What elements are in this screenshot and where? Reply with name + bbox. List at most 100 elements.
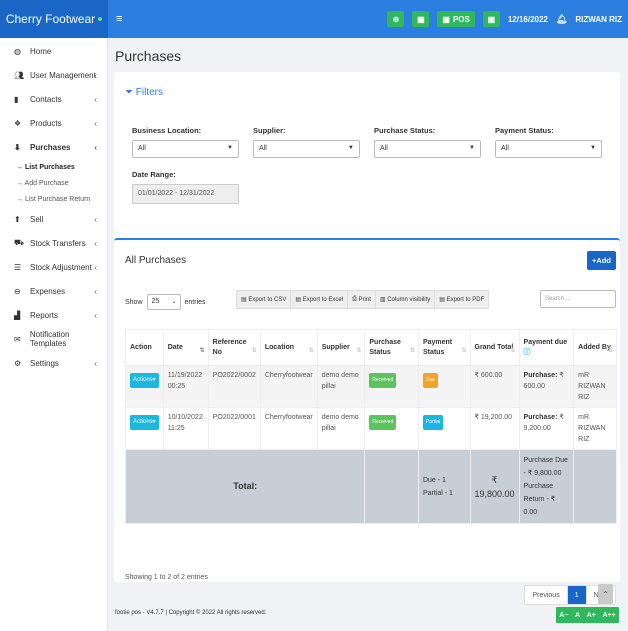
font-reset-button[interactable]: A (575, 611, 581, 619)
sidebar-item-sell[interactable]: ⬆︎ Sell ‹ (0, 207, 107, 231)
entries-length: Show 25 ⌄ entries (125, 294, 206, 310)
sidebar-subitem-add-purchase[interactable]: → Add Purchase (16, 179, 69, 187)
user-menu[interactable]: RIZWAN RIZ (575, 14, 622, 24)
sidebar-item-label: User Management (30, 70, 96, 80)
status-badge: Received (369, 373, 397, 388)
purchase-status-label: Purchase Status: (374, 126, 436, 135)
date-cell: 11/19/2022 00:25 (162, 365, 209, 408)
sidebar-item-products[interactable]: ❖ Products ‹ (0, 111, 107, 135)
column-header-added-by[interactable]: Added By ⇅ (573, 329, 617, 366)
actions-dropdown-button[interactable]: Actions▾ (130, 415, 159, 430)
cog-icon: ⚙︎ (14, 358, 22, 368)
supplier-cell: demo demo pillai (316, 407, 366, 450)
table-row[interactable]: Actions▾ 10/10/2022 11:25 PO2022/0001 Ch… (125, 407, 617, 450)
actions-dropdown-button[interactable]: Actions▾ (130, 373, 159, 388)
payment-status-badge[interactable]: Partial (422, 415, 444, 430)
pos-button[interactable]: ▦ POS (437, 11, 475, 27)
sidebar-item-label: Notification Templates (29, 330, 70, 348)
caret-down-icon: ▼ (469, 145, 475, 151)
sidebar-item-purchases[interactable]: ⬇︎ Purchases ‹ (0, 135, 107, 159)
column-header-payment-due[interactable]: Payment due ⓘ (518, 329, 575, 366)
export-excel-button[interactable]: ▤ Export to Excel (291, 291, 349, 308)
print-button[interactable]: ⎙ Print (348, 291, 376, 308)
column-header-supplier[interactable]: Supplier ⇅ (316, 329, 366, 366)
grand-total-cell: ₹ 19,200.00 (469, 407, 520, 450)
purchase-status-select[interactable]: All ▼ (374, 140, 481, 158)
sidebar-item-stock-transfers[interactable]: ⛟ Stock Transfers ‹ (0, 231, 107, 255)
select-value: All (259, 145, 267, 152)
sidebar-item-settings[interactable]: ⚙︎ Settings ‹ (0, 351, 107, 375)
bell-icon[interactable]: 🔔︎ (555, 13, 568, 24)
entries-select[interactable]: 25 ⌄ (146, 294, 181, 310)
print-icon: ⎙ (352, 296, 359, 302)
columns-icon: ▥ (379, 297, 388, 303)
hamburger-icon[interactable]: ≡ (116, 13, 123, 25)
sidebar-item-user-management[interactable]: 👥︎ User Management ‹ (0, 63, 107, 87)
pos-icon: ▦ (442, 14, 450, 24)
add-circle-button[interactable]: ⊕ (387, 11, 405, 27)
table-total-row: Total: Due - 1 Partial - 1 ₹ 19,800.00 P… (124, 449, 617, 524)
column-label: Action (130, 343, 152, 351)
column-visibility-button[interactable]: ▥ Column visibility (376, 291, 436, 308)
search-input[interactable]: Search ... (540, 290, 616, 308)
purchase-status-cell: Received (364, 365, 419, 408)
sidebar-subitem-list-purchases[interactable]: → List Purchases (16, 163, 75, 171)
payment-status-badge[interactable]: Due (422, 373, 439, 388)
business-location-label: Business Location: (132, 126, 202, 135)
column-header-location[interactable]: Location ⇅ (259, 329, 318, 366)
column-header-date[interactable]: Date ⇅ (162, 329, 209, 366)
info-icon[interactable]: ⓘ (523, 348, 531, 356)
filters-heading: Filters (135, 87, 164, 98)
font-increase-button[interactable]: A+ (586, 611, 596, 619)
add-purchase-button[interactable]: +Add (587, 251, 616, 270)
due-value: ₹ 600.00 (523, 372, 564, 390)
column-header-purchase-status[interactable]: Purchase Status ⇅ (364, 329, 419, 366)
payment-due-cell: Purchase: ₹ 600.00 (518, 365, 575, 408)
column-label: Purchase Status (369, 338, 401, 356)
payment-status-select[interactable]: All ▼ (495, 140, 602, 158)
sort-icon: ⇅ (308, 348, 314, 354)
column-header-payment-status[interactable]: Payment Status ⇅ (417, 329, 471, 366)
font-decrease-button[interactable]: A− (559, 611, 569, 619)
truck-icon: ⛟ (14, 238, 25, 247)
sidebar-item-stock-adjustment[interactable]: ☰ Stock Adjustment ‹ (0, 255, 107, 279)
column-label: Grand Total (474, 343, 514, 351)
sidebar-item-reports[interactable]: ▟ Reports ‹ (0, 303, 107, 327)
brand-logo[interactable]: Cherry Footwear (0, 0, 108, 38)
cash-button[interactable]: ▣ (482, 11, 500, 27)
export-buttons: ▤ Export to CSV ▤ Export to Excel ⎙ Prin… (236, 290, 490, 309)
plus-circle-icon: ⊕ (392, 14, 400, 24)
export-label: Export to PDF (446, 296, 485, 303)
supplier-select[interactable]: All ▼ (253, 140, 360, 158)
filters-toggle[interactable]: ⏷ Filters (125, 87, 163, 98)
action-cell: Actions▾ (125, 365, 164, 408)
chevron-left-icon: ‹ (94, 118, 97, 128)
previous-page-button[interactable]: Previous (525, 586, 568, 604)
arrow-circle-up-icon: ⬆︎ (14, 214, 21, 224)
total-status-summary: Due - 1 Partial - 1 (417, 449, 471, 524)
font-increase-more-button[interactable]: A++ (602, 611, 616, 619)
scroll-to-top-button[interactable]: ⌃ (598, 584, 613, 604)
business-location-select[interactable]: All ▼ (132, 140, 239, 158)
cubes-icon: ❖ (14, 118, 22, 128)
sidebar-item-expenses[interactable]: ⊖ Expenses ‹ (0, 279, 107, 303)
table-row[interactable]: Actions▾ 11/19/2022 00:25 PO2022/0002 Ch… (125, 365, 617, 408)
sidebar-item-home[interactable]: ◍ Home (0, 39, 107, 63)
chevron-left-icon: ‹ (94, 142, 97, 152)
column-header-reference-no[interactable]: Reference No ⇅ (207, 329, 261, 366)
sidebar-subitem-list-purchase-return[interactable]: → List Purchase Return (16, 195, 91, 203)
sort-icon: ⇅ (409, 348, 415, 354)
date-range-input[interactable]: 01/01/2022 - 12/31/2022 (132, 184, 239, 204)
sidebar-item-label: Sell (30, 214, 44, 224)
export-label: Column visibility (387, 296, 431, 303)
sidebar-item-notification-templates[interactable]: ✉︎ Notification Templates (0, 327, 107, 351)
column-header-grand-total[interactable]: Grand Total ⇅ (469, 329, 520, 366)
calculator-button[interactable]: ▦ (412, 11, 430, 27)
export-pdf-button[interactable]: ▤ Export to PDF (435, 291, 488, 308)
export-label: Export to CSV (248, 296, 287, 303)
export-csv-button[interactable]: ▤ Export to CSV (237, 291, 292, 308)
page-button-current[interactable]: 1 (567, 586, 587, 604)
chevron-left-icon: ‹ (94, 310, 97, 320)
payment-status-label: Payment Status: (495, 126, 554, 135)
sidebar-item-contacts[interactable]: ▮ Contacts ‹ (0, 87, 107, 111)
